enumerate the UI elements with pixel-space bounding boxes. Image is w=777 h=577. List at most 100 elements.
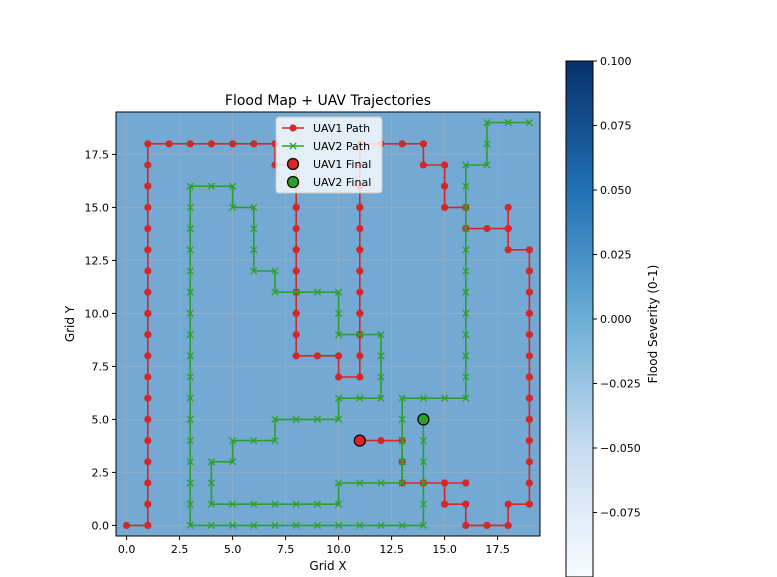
- uav2-path-point: [419, 500, 428, 508]
- legend-uav2-final-label: UAV2 Final: [313, 176, 371, 189]
- uav1-path-point: [292, 225, 300, 233]
- uav1-path-point: [144, 203, 152, 211]
- uav2-path-point: [207, 182, 216, 190]
- uav2-path-point: [250, 246, 258, 254]
- uav1-path-point: [292, 203, 300, 211]
- uav2-path-point: [356, 521, 364, 530]
- uav2-path-point: [250, 500, 258, 508]
- uav2-path-point: [462, 288, 470, 296]
- uav2-path-point: [186, 288, 194, 296]
- uav2-path-point: [186, 352, 194, 360]
- colorbar-ticks: 0.100 0.075 0.050 0.025 0.000 −0.025 −0.050 −0.…: [593, 55, 641, 520]
- uav1-final-point: [353, 434, 366, 447]
- uav1-path-point: [165, 140, 173, 148]
- uav1-path-point: [525, 309, 534, 317]
- uav1-path-point: [313, 352, 321, 360]
- uav2-path-point: [419, 436, 428, 445]
- uav2-path-point: [228, 436, 237, 445]
- uav1-path-point: [335, 352, 343, 360]
- x-tick-label: 15.0: [432, 543, 457, 556]
- uav1-path-point: [207, 140, 215, 148]
- uav2-path-point: [186, 436, 194, 445]
- uav2-path-point: [419, 521, 428, 530]
- uav1-path-point: [525, 394, 534, 402]
- uav2-path-point: [334, 330, 343, 339]
- uav2-path-point: [462, 309, 470, 318]
- legend-uav1-final-label: UAV1 Final: [313, 158, 371, 171]
- uav2-path-point: [462, 161, 470, 169]
- x-tick-label: 0.0: [118, 543, 136, 556]
- uav2-path-point: [186, 224, 194, 233]
- uav2-path-point: [250, 224, 258, 233]
- uav2-path-point: [356, 394, 364, 402]
- colorbar-tick-label: −0.075: [600, 507, 641, 520]
- uav2-path-point: [292, 415, 300, 424]
- uav2-path-point: [207, 500, 216, 508]
- uav1-path-point: [525, 331, 534, 339]
- colorbar-tick-label: 0.050: [600, 184, 632, 197]
- uav2-path-point: [462, 330, 470, 339]
- uav1-path-point: [525, 458, 534, 466]
- uav1-path-point: [356, 246, 364, 254]
- uav2-path-point: [398, 436, 406, 445]
- uav2-path-point: [271, 436, 279, 445]
- colorbar-tick-label: −0.025: [600, 378, 641, 391]
- legend-uav1-final-marker: [286, 157, 300, 171]
- uav2-path-point: [228, 203, 237, 212]
- uav1-path-point: [525, 246, 534, 254]
- uav2-path-point: [186, 479, 194, 487]
- uav1-path-point: [292, 352, 300, 360]
- uav1-path-point: [335, 373, 343, 381]
- uav2-path-point: [313, 288, 322, 296]
- x-tick-label: 17.5: [485, 543, 510, 556]
- uav1-path-point: [144, 479, 152, 487]
- uav2-path-point: [313, 500, 322, 508]
- uav1-path-point: [525, 479, 534, 487]
- uav1-path-point: [144, 246, 152, 254]
- uav1-path-point: [144, 394, 152, 402]
- uav2-path-point: [186, 309, 194, 318]
- uav2-path-point: [186, 500, 194, 508]
- uav2-path-point: [207, 458, 216, 466]
- uav2-path-point: [525, 118, 534, 127]
- y-tick-label: 7.5: [92, 360, 110, 373]
- final-positions: [353, 413, 430, 447]
- uav2-path-point: [250, 521, 258, 530]
- legend-uav1-path-marker: [289, 124, 297, 132]
- y-tick-label: 2.5: [92, 466, 110, 479]
- uav1-path-point: [525, 500, 534, 508]
- uav1-path-point: [186, 140, 194, 148]
- uav2-path-point: [186, 330, 194, 339]
- uav1-path-point: [462, 479, 470, 487]
- legend-uav1-path-label: UAV1 Path: [313, 122, 370, 135]
- uav2-path-point: [313, 521, 322, 530]
- uav2-path-point: [186, 458, 194, 466]
- uav1-path-point: [292, 267, 300, 275]
- uav2-path-point: [186, 203, 194, 212]
- uav2-path-point: [228, 521, 237, 530]
- uav2-path-point: [292, 500, 300, 508]
- x-axis-label: Grid X: [309, 559, 346, 573]
- uav1-path-point: [292, 309, 300, 317]
- chart-title: Flood Map + UAV Trajectories: [225, 93, 431, 109]
- uav2-final-point: [417, 413, 430, 426]
- uav1-path-point: [525, 352, 534, 360]
- uav2-path-point: [377, 352, 385, 360]
- uav2-path-point: [462, 224, 470, 233]
- uav2-path-point: [292, 521, 300, 530]
- uav1-path-point: [525, 373, 534, 381]
- uav2-path-point: [186, 182, 194, 190]
- uav1-path-point: [144, 373, 152, 381]
- uav2-path-point: [462, 394, 470, 402]
- x-axis-ticks: 0.0 2.5 5.0 7.5 10.0 12.5 15.0 17.5: [118, 536, 510, 556]
- uav1-path-point: [144, 225, 152, 233]
- uav2-path-point: [462, 352, 470, 360]
- uav1-path-point: [462, 521, 470, 530]
- uav1-path-point: [356, 288, 364, 296]
- uav1-path-point: [419, 140, 427, 148]
- uav1-path-point: [144, 500, 152, 508]
- uav2-path-point: [271, 500, 279, 508]
- uav2-path-point: [186, 394, 194, 402]
- uav2-path-point: [228, 458, 237, 466]
- uav2-path-point: [377, 330, 385, 339]
